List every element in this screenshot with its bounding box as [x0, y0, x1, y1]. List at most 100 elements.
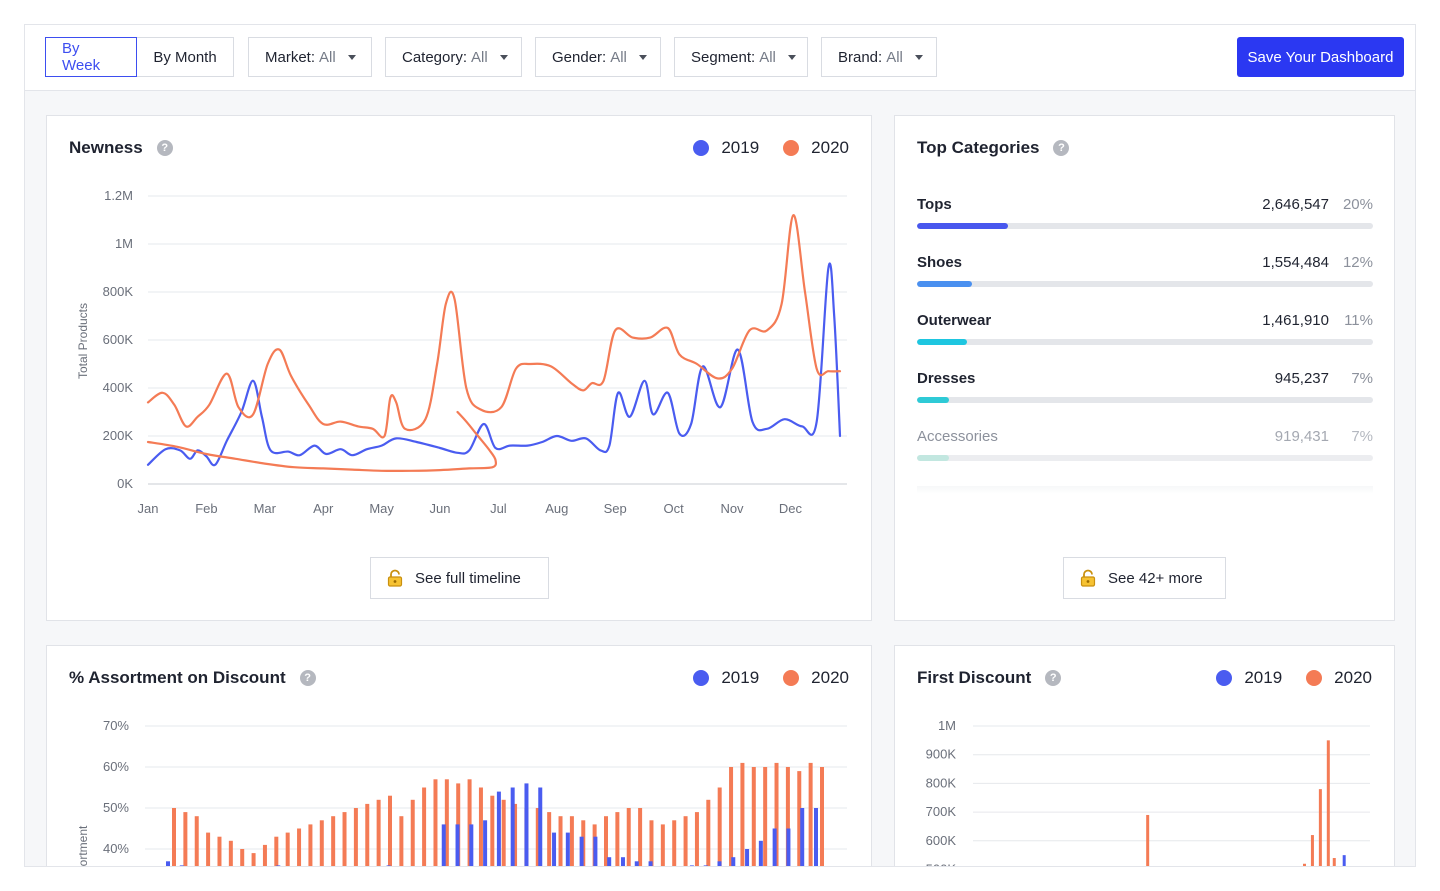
bar-2020	[399, 816, 404, 866]
x-tick-label: Feb	[195, 501, 217, 516]
lock-icon	[1080, 569, 1096, 587]
bar-2019	[814, 808, 818, 866]
dashboard-frame: By Week By Month Market: All Category: A…	[24, 24, 1416, 867]
category-count: 919,431	[1274, 428, 1329, 445]
bar-2020	[683, 816, 688, 866]
brand-filter-label: Brand:	[838, 48, 883, 66]
y-tick-label: 800K	[103, 284, 134, 299]
bar-2020	[501, 799, 506, 866]
bar-2019	[717, 861, 722, 866]
segment-filter-label: Segment:	[691, 48, 756, 66]
bar-2020	[206, 832, 211, 866]
bar-2020	[1332, 858, 1336, 866]
y-tick-label: 40%	[103, 841, 129, 856]
y-tick-label: 1M	[115, 236, 133, 251]
bar-2020	[694, 812, 699, 866]
x-tick-label: May	[369, 501, 394, 516]
view-toggle: By Week By Month	[45, 37, 234, 77]
bar-2019	[648, 861, 653, 866]
bar-2020	[774, 762, 779, 866]
by-week-toggle[interactable]: By Week	[45, 37, 137, 77]
bar-2019	[552, 832, 557, 866]
help-icon[interactable]: ?	[1053, 140, 1070, 156]
bar-2019	[179, 865, 184, 866]
segment-filter[interactable]: Segment: All	[674, 37, 808, 77]
bar-2019	[524, 783, 529, 866]
bar-2020	[604, 816, 608, 866]
bar-2020	[820, 767, 824, 866]
legend-2020: 2020	[1306, 668, 1372, 688]
bar-2020	[194, 816, 199, 866]
bar-2020	[547, 812, 552, 866]
bar-2020	[535, 808, 540, 866]
bar-2020	[478, 787, 483, 866]
y-tick-label: 800K	[926, 775, 957, 790]
see-full-timeline-button[interactable]: See full timeline	[370, 557, 549, 599]
bar-2020	[1302, 863, 1306, 866]
category-filter-label: Category:	[402, 48, 468, 66]
y-tick-label: 900K	[926, 747, 957, 762]
bar-2020	[763, 767, 768, 866]
bar-2019	[593, 836, 598, 866]
y-tick-label: 600K	[103, 332, 134, 347]
series-line-2020-1	[146, 214, 842, 439]
bar-2020	[740, 762, 745, 866]
bar-2019	[455, 824, 460, 866]
help-icon[interactable]: ?	[1045, 670, 1062, 686]
bar-2020	[228, 840, 233, 866]
category-count: 2,646,547	[1262, 196, 1329, 213]
bar-2019	[689, 865, 694, 866]
help-icon[interactable]: ?	[156, 140, 173, 156]
x-tick-label: Nov	[720, 501, 744, 516]
chevron-down-icon	[914, 54, 923, 60]
x-tick-label: Jul	[490, 501, 507, 516]
save-dashboard-button[interactable]: Save Your Dashboard	[1237, 37, 1404, 77]
bar-2020	[513, 803, 518, 866]
legend-2020: 2020	[783, 668, 849, 688]
bar-2019	[758, 840, 763, 866]
help-icon[interactable]: ?	[299, 670, 316, 686]
assortment-title: % Assortment on Discount ?	[69, 668, 316, 688]
y-tick-label: 700K	[926, 804, 957, 819]
bar-2020	[285, 832, 290, 866]
category-count: 1,461,910	[1262, 312, 1329, 329]
bar-2020	[729, 767, 734, 866]
bar-2020	[638, 808, 643, 866]
assortment-chart: Assortment 40% 50% 60% 70%	[76, 718, 847, 866]
category-filter[interactable]: Category: All	[385, 37, 522, 77]
category-percent: 7%	[1351, 428, 1373, 445]
category-name: Tops	[917, 196, 952, 213]
bar-2019	[579, 836, 584, 866]
see-more-categories-button[interactable]: See 42+ more	[1063, 557, 1226, 599]
newness-title: Newness ?	[69, 138, 173, 158]
brand-filter-value: All	[886, 48, 903, 66]
assortment-title-text: % Assortment on Discount	[69, 668, 286, 687]
by-month-toggle[interactable]: By Month	[136, 37, 234, 77]
top-categories-title-text: Top Categories	[917, 138, 1040, 157]
legend-dot-2020	[1306, 670, 1323, 686]
bar-2020	[558, 816, 563, 866]
series-line-2020-2	[146, 410, 498, 473]
bar-2020	[342, 812, 347, 866]
brand-filter[interactable]: Brand: All	[821, 37, 937, 77]
legend-2019: 2019	[1216, 668, 1282, 688]
top-categories-title: Top Categories ?	[917, 138, 1070, 158]
bar-2020	[274, 836, 279, 866]
market-filter-value: All	[319, 48, 336, 66]
bar-2019	[745, 849, 750, 866]
chevron-down-icon	[638, 54, 647, 60]
x-tick-label: Dec	[779, 501, 803, 516]
market-filter[interactable]: Market: All	[248, 37, 372, 77]
bar-2020	[649, 820, 654, 866]
bar-2020	[1318, 789, 1322, 866]
bar-2019	[276, 865, 281, 866]
bar-2020	[706, 799, 711, 866]
bar-2020	[626, 808, 631, 866]
legend-2019: 2019	[693, 668, 759, 688]
gender-filter[interactable]: Gender: All	[535, 37, 661, 77]
bar-2019	[469, 824, 474, 866]
chevron-down-icon	[499, 54, 508, 60]
category-bar-track	[917, 281, 1373, 287]
category-bar-fill	[917, 397, 949, 403]
x-tick-label: Jun	[430, 501, 451, 516]
